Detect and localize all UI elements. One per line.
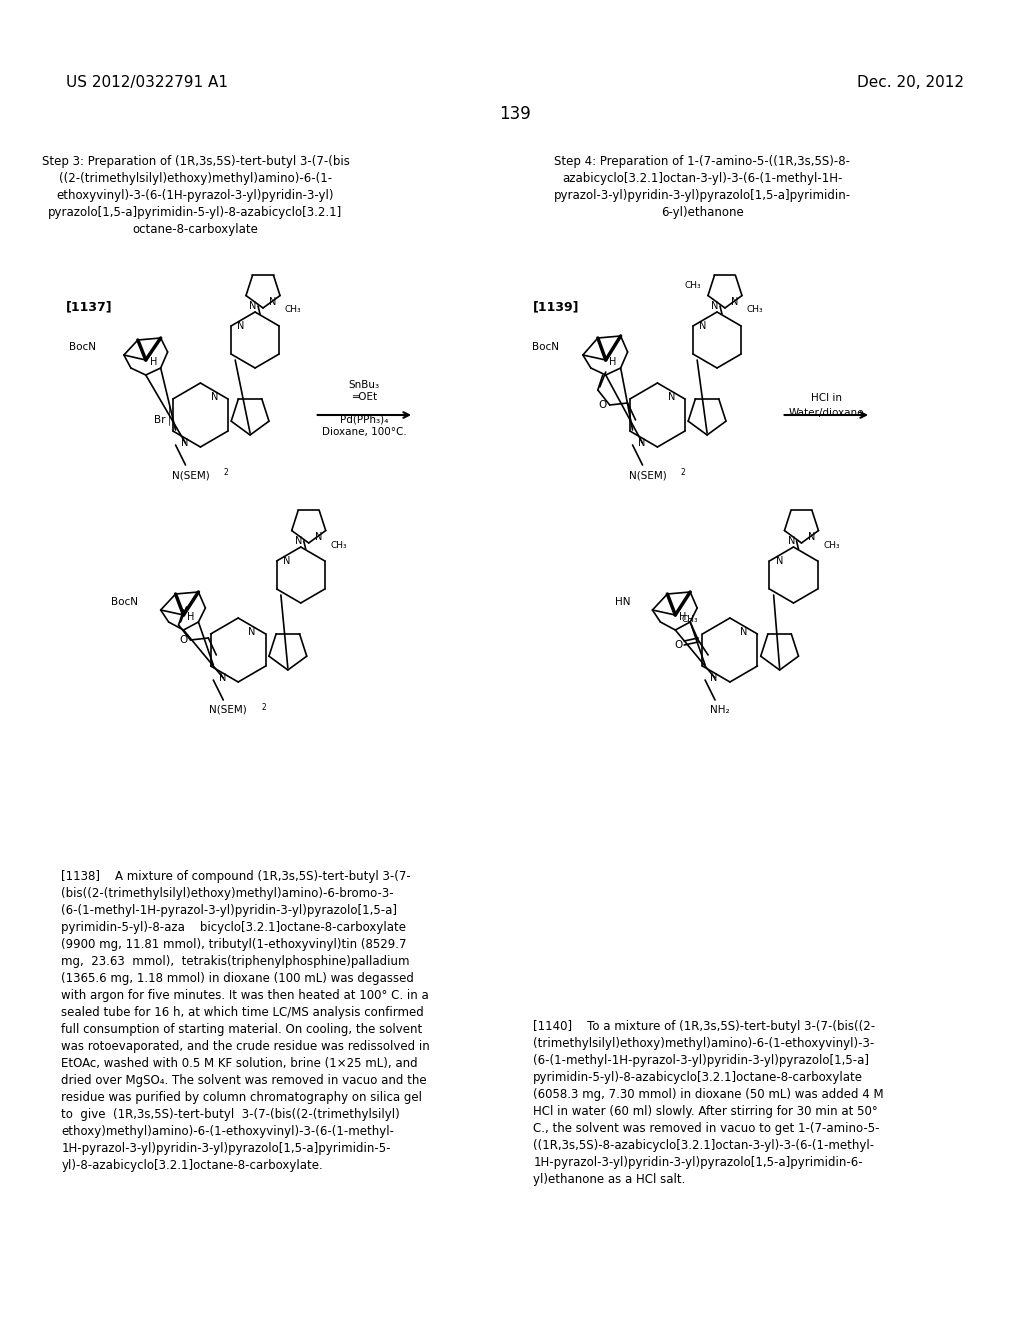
Text: CH₃: CH₃ xyxy=(331,540,347,549)
Text: Step 4: Preparation of 1-(7-amino-5-((1R,3s,5S)-8-
azabicyclo[3.2.1]octan-3-yl)-: Step 4: Preparation of 1-(7-amino-5-((1R… xyxy=(554,154,851,219)
Text: Br: Br xyxy=(155,414,166,425)
Text: BocN: BocN xyxy=(69,342,96,352)
Text: N(SEM): N(SEM) xyxy=(629,470,667,480)
Text: N: N xyxy=(787,536,796,546)
Text: H: H xyxy=(679,612,686,622)
Text: N: N xyxy=(249,627,256,638)
Text: N: N xyxy=(181,438,188,447)
Text: [1140]    To a mixture of (1R,3s,5S)-tert-butyl 3-(7-(bis((2-
(trimethylsilyl)et: [1140] To a mixture of (1R,3s,5S)-tert-b… xyxy=(534,1020,884,1185)
Text: N: N xyxy=(269,297,276,308)
Text: N: N xyxy=(731,297,738,308)
Text: N(SEM): N(SEM) xyxy=(172,470,209,480)
Text: H: H xyxy=(609,356,616,367)
Text: CH₃: CH₃ xyxy=(684,281,701,289)
Text: H: H xyxy=(186,612,195,622)
Text: HCl in: HCl in xyxy=(811,393,842,403)
Text: ═OEt: ═OEt xyxy=(352,392,377,403)
Text: BocN: BocN xyxy=(532,342,559,352)
Text: HN: HN xyxy=(615,597,631,607)
Text: N(SEM): N(SEM) xyxy=(209,705,247,715)
Text: Dec. 20, 2012: Dec. 20, 2012 xyxy=(857,75,965,90)
Text: CH₃: CH₃ xyxy=(285,305,301,314)
Text: Dioxane, 100°C.: Dioxane, 100°C. xyxy=(322,426,407,437)
Text: N: N xyxy=(250,301,257,312)
Text: Water/dioxane: Water/dioxane xyxy=(788,408,864,418)
Text: N: N xyxy=(712,301,719,312)
Text: 2: 2 xyxy=(261,704,266,711)
Text: 2: 2 xyxy=(223,469,228,477)
Text: N: N xyxy=(776,556,783,566)
Text: N: N xyxy=(668,392,675,403)
Text: N: N xyxy=(699,321,707,331)
Text: N: N xyxy=(211,392,218,403)
Text: O: O xyxy=(179,635,187,645)
Text: N: N xyxy=(315,532,323,543)
Text: N: N xyxy=(284,556,291,566)
Text: [1137]: [1137] xyxy=(67,300,113,313)
Text: NH₂: NH₂ xyxy=(711,705,730,715)
Text: Step 3: Preparation of (1R,3s,5S)-tert-butyl 3-(7-(bis
((2-(trimethylsilyl)ethox: Step 3: Preparation of (1R,3s,5S)-tert-b… xyxy=(42,154,349,236)
Text: CH₃: CH₃ xyxy=(823,540,840,549)
Text: BocN: BocN xyxy=(111,597,138,607)
Text: N: N xyxy=(218,673,226,682)
Text: CH₃: CH₃ xyxy=(746,305,764,314)
Text: O: O xyxy=(599,400,607,411)
Text: [1138]    A mixture of compound (1R,3s,5S)-tert-butyl 3-(7-
(bis((2-(trimethylsi: [1138] A mixture of compound (1R,3s,5S)-… xyxy=(61,870,430,1172)
Text: Pd(PPh₃)₄: Pd(PPh₃)₄ xyxy=(340,414,388,425)
Text: N: N xyxy=(638,438,645,447)
Text: SnBu₃: SnBu₃ xyxy=(349,380,380,389)
Text: O: O xyxy=(674,640,682,649)
Text: N: N xyxy=(711,673,718,682)
Text: CH₃: CH₃ xyxy=(682,615,698,624)
Text: N: N xyxy=(808,532,815,543)
Text: N: N xyxy=(740,627,748,638)
Text: H: H xyxy=(151,356,158,367)
Text: N: N xyxy=(295,536,302,546)
Text: N: N xyxy=(238,321,245,331)
Text: [1139]: [1139] xyxy=(534,300,580,313)
Text: US 2012/0322791 A1: US 2012/0322791 A1 xyxy=(67,75,228,90)
Text: 139: 139 xyxy=(500,106,531,123)
Text: 2: 2 xyxy=(680,469,685,477)
